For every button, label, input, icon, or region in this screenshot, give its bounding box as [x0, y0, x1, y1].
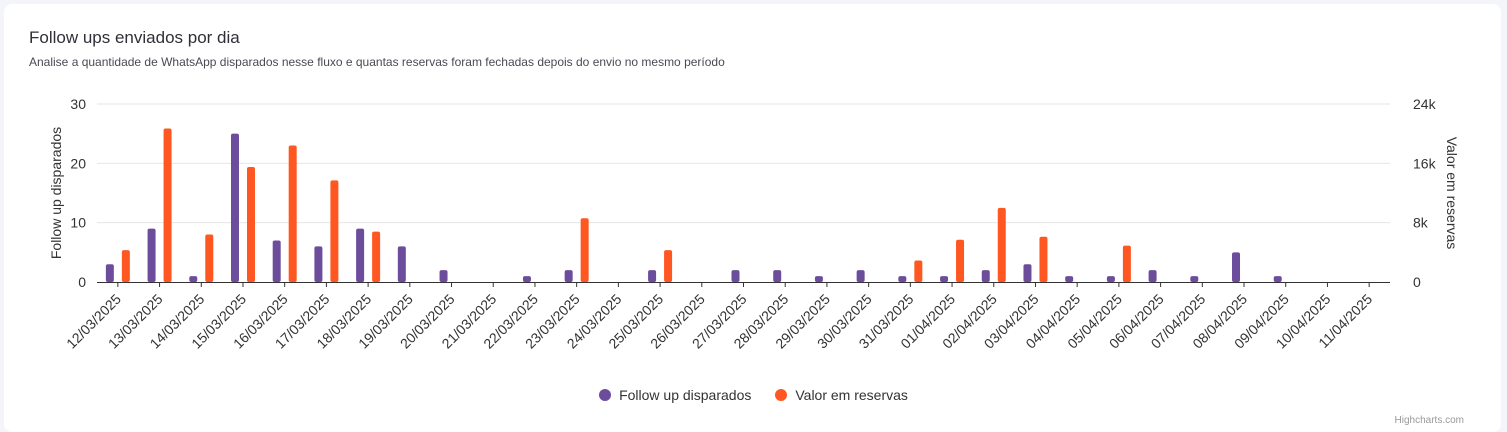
bar-reservas: [580, 218, 589, 282]
bar-follow-ups: [147, 228, 156, 282]
y2-tick-label: 0: [1413, 274, 1421, 290]
legend-label-reservas: Valor em reservas: [795, 387, 908, 403]
bar-follow-ups: [189, 276, 198, 282]
y-tick-label: 10: [70, 215, 86, 231]
bar-follow-ups: [1065, 276, 1074, 282]
bar-reservas: [121, 250, 130, 282]
y-axis-title: Follow up disparados: [48, 127, 64, 259]
bar-follow-ups: [314, 246, 323, 282]
bar-reservas: [997, 207, 1006, 282]
bar-follow-ups: [940, 276, 949, 282]
bar-follow-ups: [773, 270, 782, 282]
bar-follow-ups: [856, 270, 865, 282]
chart-legend: Follow up disparados Valor em reservas: [0, 387, 1507, 403]
bar-follow-ups: [272, 240, 281, 282]
y2-tick-label: 24k: [1413, 96, 1437, 112]
bar-follow-ups: [814, 276, 823, 282]
bar-follow-ups: [981, 270, 990, 282]
chart-subtitle: Analise a quantidade de WhatsApp dispara…: [29, 55, 725, 69]
bar-reservas: [1122, 245, 1131, 282]
bar-follow-ups: [397, 246, 406, 282]
legend-item-reservas[interactable]: Valor em reservas: [775, 387, 908, 403]
bar-follow-ups: [356, 228, 365, 282]
y2-tick-label: 8k: [1413, 215, 1429, 231]
credits-link[interactable]: Highcharts.com: [1394, 415, 1464, 426]
bar-follow-ups: [1148, 270, 1157, 282]
bar-follow-ups: [1190, 276, 1199, 282]
legend-marker-reservas: [775, 389, 788, 401]
bar-follow-ups: [230, 133, 239, 282]
bar-follow-ups: [648, 270, 657, 282]
bar-follow-ups: [564, 270, 573, 282]
bar-reservas: [288, 145, 297, 282]
bar-reservas: [1039, 236, 1048, 282]
legend-label-follow-ups: Follow up disparados: [619, 387, 752, 403]
bar-follow-ups: [439, 270, 448, 282]
y-tick-label: 30: [70, 96, 86, 112]
bar-follow-ups: [731, 270, 740, 282]
bar-reservas: [914, 260, 923, 282]
bar-follow-ups: [1273, 276, 1282, 282]
bar-follow-ups: [1023, 264, 1032, 282]
y2-tick-label: 16k: [1413, 155, 1437, 171]
y-tick-label: 20: [70, 155, 86, 171]
bar-reservas: [205, 234, 214, 282]
bar-follow-ups: [1232, 252, 1241, 282]
bar-follow-ups: [522, 276, 531, 282]
bar-follow-ups: [1106, 276, 1115, 282]
bar-reservas: [956, 239, 965, 282]
bar-reservas: [372, 231, 381, 282]
y2-axis-title: Valor em reservas: [1444, 137, 1460, 250]
bar-reservas: [246, 167, 255, 282]
bar-follow-ups: [105, 264, 114, 282]
y-tick-label: 0: [78, 274, 86, 290]
legend-item-follow-ups[interactable]: Follow up disparados: [599, 387, 751, 403]
bar-reservas: [664, 250, 673, 282]
chart-title: Follow ups enviados por dia: [29, 28, 240, 47]
bar-follow-ups: [898, 276, 907, 282]
bar-reservas: [163, 128, 172, 282]
bar-reservas: [330, 180, 339, 282]
legend-marker-follow-ups: [599, 389, 612, 401]
